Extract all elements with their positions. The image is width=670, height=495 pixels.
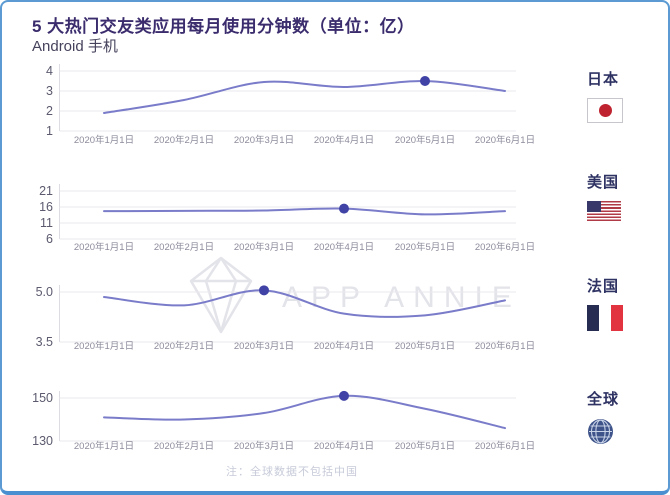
data-point-marker — [339, 390, 349, 401]
data-point-marker — [420, 76, 430, 86]
y-tick-label: 11 — [40, 216, 53, 230]
chart-japan: 4 3 2 1 2020年1月1日 2020年2月1日 2020年3月1日 2020年4月1日… — [32, 62, 587, 150]
x-axis-label: 2020年5月1日 — [395, 241, 455, 253]
x-axis-label: 2020年6月1日 — [475, 340, 535, 352]
chart-plot-0: 4 3 2 1 2020年1月1日 2020年2月1日 2020年3月1日 2020年4月1日… — [46, 64, 535, 146]
y-tick-label: 6 — [46, 232, 53, 246]
chart-plot-3: 150 130 2020年1月1日 2020年2月1日 2020年3月1日 2020年4月… — [32, 390, 535, 452]
legend-item-usa: 美国 — [587, 171, 621, 221]
page-title: 5 大热门交友类应用每月使用分钟数（单位：亿） — [32, 17, 415, 36]
x-axis-label: 2020年3月1日 — [234, 241, 294, 253]
legend-label-france: 法国 — [587, 278, 620, 295]
data-line — [103, 289, 506, 318]
x-axis-label: 2020年5月1日 — [395, 440, 455, 452]
legend-item-japan: 日本 — [587, 68, 623, 123]
japan-flag-icon — [587, 98, 623, 123]
x-axis-label: 2020年4月1日 — [314, 134, 374, 146]
chart-france: 5.0 3.5 2020年1月1日 2020年2月1日 2020年3月1日 2020年4月… — [32, 268, 587, 358]
legend-label-global: 全球 — [587, 391, 620, 408]
chart-plot-2: 5.0 3.5 2020年1月1日 2020年2月1日 2020年3月1日 2020年4月… — [36, 285, 535, 352]
y-tick-label: 150 — [32, 391, 53, 405]
x-axis-label: 2020年4月1日 — [314, 440, 374, 452]
x-axis-label: 2020年6月1日 — [475, 134, 535, 146]
data-line — [103, 394, 506, 430]
x-axis-label: 2020年2月1日 — [154, 440, 214, 452]
y-tick-label: 5.0 — [36, 285, 53, 299]
data-point-marker — [259, 285, 269, 296]
data-point-marker — [339, 203, 349, 214]
x-axis-label: 2020年1月1日 — [74, 241, 134, 253]
data-line — [103, 79, 506, 114]
legend-label-usa: 美国 — [587, 174, 620, 191]
y-tick-label: 3 — [46, 84, 53, 98]
y-tick-label: 1 — [46, 124, 53, 138]
chart-usa: 21 16 11 6 2020年1月1日 2020年2月1日 2020年3月1日 2020年4… — [32, 182, 587, 258]
page-subtitle: Android 手机 — [32, 38, 118, 55]
usa-flag-canton — [587, 201, 601, 212]
x-axis-label: 2020年4月1日 — [314, 340, 374, 352]
chart-plot-1: 21 16 11 6 2020年1月1日 2020年2月1日 2020年3月1日 2020年4… — [39, 184, 535, 253]
japan-flag-sun — [598, 104, 612, 117]
x-axis-label: 2020年2月1日 — [154, 340, 214, 352]
x-axis-label: 2020年3月1日 — [234, 340, 294, 352]
y-tick-label: 4 — [46, 64, 53, 78]
y-tick-label: 130 — [32, 434, 53, 448]
y-tick-label: 3.5 — [36, 335, 53, 349]
x-axis-label: 2020年3月1日 — [234, 440, 294, 452]
france-flag-icon — [587, 305, 623, 331]
x-axis-label: 2020年2月1日 — [154, 241, 214, 253]
x-axis-label: 2020年6月1日 — [475, 241, 535, 253]
footer-note: 注：全球数据不包括中国 — [226, 466, 358, 478]
x-axis-label: 2020年6月1日 — [475, 440, 535, 452]
legend-label-japan: 日本 — [587, 71, 620, 88]
data-line — [103, 207, 506, 216]
legend-item-france: 法国 — [587, 275, 623, 331]
x-axis-label: 2020年5月1日 — [395, 134, 455, 146]
globe-icon — [588, 419, 613, 444]
x-axis-label: 2020年5月1日 — [395, 340, 455, 352]
y-tick-label: 16 — [39, 200, 53, 214]
x-axis-label: 2020年1月1日 — [74, 134, 134, 146]
x-axis-label: 2020年2月1日 — [154, 134, 214, 146]
x-axis-label: 2020年1月1日 — [74, 340, 134, 352]
x-axis-label: 2020年3月1日 — [234, 134, 294, 146]
legend-item-global: 全球 — [587, 388, 619, 445]
x-axis-label: 2020年1月1日 — [74, 440, 134, 452]
x-axis-label: 2020年4月1日 — [314, 241, 374, 253]
y-tick-label: 21 — [39, 184, 53, 198]
usa-flag-icon — [587, 201, 621, 221]
y-tick-label: 2 — [46, 104, 53, 118]
chart-global: 150 130 2020年1月1日 2020年2月1日 2020年3月1日 2020年4月… — [32, 376, 587, 460]
